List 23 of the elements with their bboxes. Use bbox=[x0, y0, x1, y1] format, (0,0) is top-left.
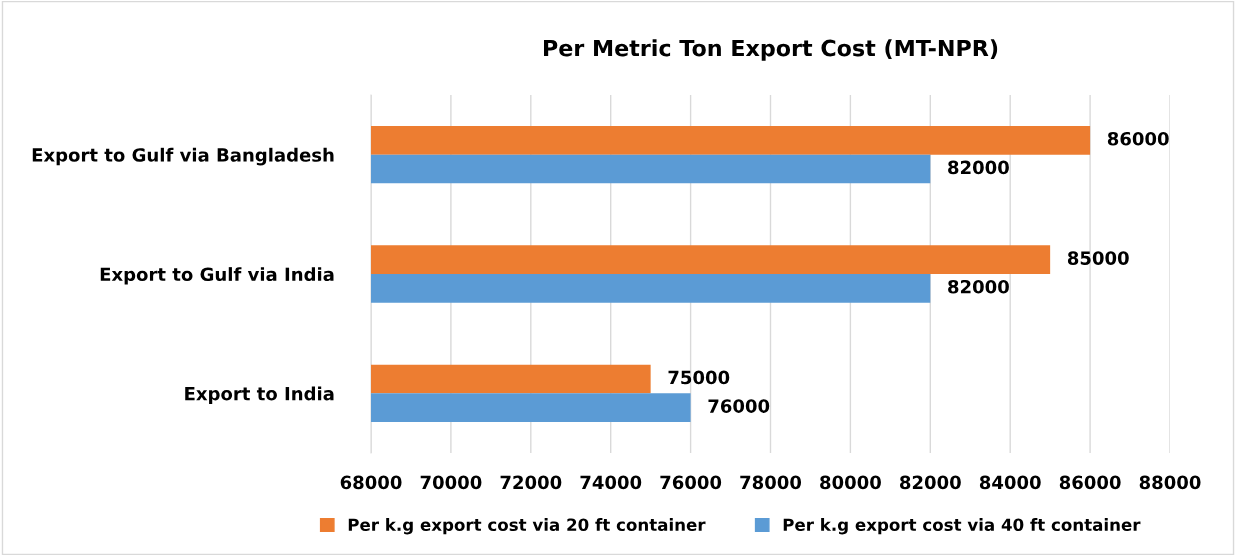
x-tick-label: 76000 bbox=[660, 475, 722, 490]
y-tick-label: Export to Gulf via Bangladesh bbox=[32, 147, 334, 166]
x-tick-label: 80000 bbox=[820, 475, 881, 490]
legend-label: Per k.g export cost via 40 ft container bbox=[783, 518, 1141, 535]
x-tick-label: 68000 bbox=[340, 475, 402, 490]
data-label: 86000 bbox=[1107, 131, 1169, 146]
data-label: 82000 bbox=[948, 160, 1009, 175]
legend-label: Per k.g export cost via 20 ft container bbox=[348, 518, 706, 535]
data-label: 85000 bbox=[1067, 251, 1129, 265]
x-tick-label: 70000 bbox=[420, 475, 482, 490]
y-tick-label: Export to Gulf via India bbox=[100, 267, 334, 285]
x-tick-label: 82000 bbox=[900, 475, 961, 490]
x-tick-label: 84000 bbox=[979, 475, 1041, 490]
x-tick-label: 78000 bbox=[740, 475, 802, 490]
y-tick-label: Export to India bbox=[185, 386, 334, 404]
x-tick-label: 72000 bbox=[500, 475, 562, 490]
data-label: 76000 bbox=[708, 399, 770, 413]
x-tick-label: 88000 bbox=[1139, 475, 1201, 490]
data-label: 75000 bbox=[668, 370, 730, 385]
x-tick-label: 74000 bbox=[580, 475, 642, 490]
data-label: 82000 bbox=[948, 279, 1009, 294]
x-tick-label: 86000 bbox=[1059, 475, 1121, 490]
chart-title: Per Metric Ton Export Cost (MT-NPR) bbox=[544, 39, 998, 61]
